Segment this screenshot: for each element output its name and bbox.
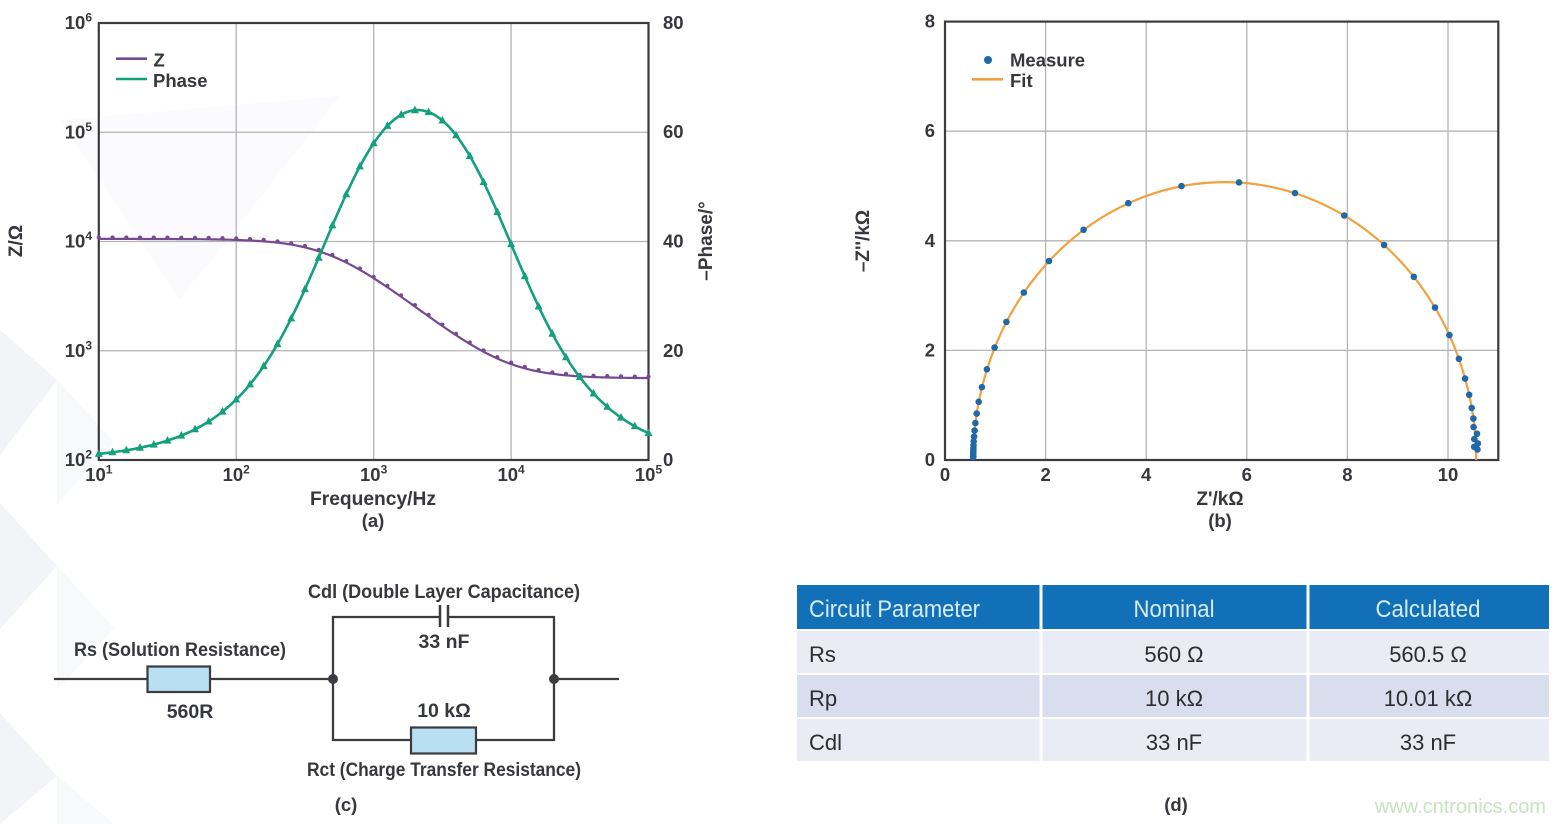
svg-text:560 Ω: 560 Ω (1144, 642, 1203, 667)
svg-text:Rp: Rp (809, 686, 837, 711)
svg-text:6: 6 (1242, 464, 1252, 485)
svg-text:Cdl: Cdl (809, 730, 842, 755)
svg-text:Calculated: Calculated (1376, 596, 1481, 623)
svg-text:10.01 kΩ: 10.01 kΩ (1384, 686, 1473, 711)
svg-text:0: 0 (940, 464, 950, 485)
svg-text:0: 0 (925, 449, 935, 470)
svg-text:2: 2 (1040, 464, 1050, 485)
svg-text:Nominal: Nominal (1134, 596, 1215, 623)
svg-text:(c): (c) (335, 794, 358, 815)
svg-text:4: 4 (1141, 464, 1152, 485)
svg-text:33 nF: 33 nF (419, 631, 470, 653)
svg-text:Frequency/Hz: Frequency/Hz (310, 489, 436, 510)
svg-text:20: 20 (663, 340, 684, 361)
svg-text:6: 6 (925, 120, 935, 141)
svg-text:0: 0 (663, 449, 673, 470)
svg-text:8: 8 (925, 11, 935, 32)
svg-text:8: 8 (1342, 464, 1352, 485)
svg-text:60: 60 (663, 121, 684, 142)
svg-text:Measure: Measure (1010, 50, 1085, 71)
svg-text:–Z''/kΩ: –Z''/kΩ (853, 210, 874, 272)
svg-text:Fit: Fit (1010, 70, 1033, 91)
svg-text:33 nF: 33 nF (1400, 730, 1456, 755)
svg-text:Z'/kΩ: Z'/kΩ (1196, 489, 1243, 510)
svg-text:Rs (Solution Resistance): Rs (Solution Resistance) (74, 640, 286, 661)
svg-text:Z/Ω: Z/Ω (6, 225, 27, 257)
svg-text:Phase: Phase (153, 70, 208, 91)
svg-text:10 kΩ: 10 kΩ (417, 700, 471, 722)
svg-text:2: 2 (925, 339, 935, 360)
svg-text:–Phase/°: –Phase/° (696, 201, 717, 280)
svg-text:560.5 Ω: 560.5 Ω (1389, 642, 1467, 667)
svg-text:(a): (a) (362, 510, 385, 531)
svg-text:(b): (b) (1208, 510, 1232, 531)
svg-text:10 kΩ: 10 kΩ (1145, 686, 1203, 711)
svg-text:80: 80 (663, 12, 684, 33)
svg-text:www.cntronics.com: www.cntronics.com (1374, 796, 1546, 818)
svg-text:Circuit Parameter: Circuit Parameter (809, 596, 980, 623)
svg-text:4: 4 (925, 230, 936, 251)
svg-text:Z: Z (154, 50, 165, 71)
svg-text:Cdl (Double Layer Capacitance): Cdl (Double Layer Capacitance) (308, 582, 580, 603)
svg-text:Rs: Rs (809, 642, 836, 667)
svg-text:560R: 560R (167, 701, 214, 723)
svg-text:33 nF: 33 nF (1146, 730, 1202, 755)
svg-text:(d): (d) (1164, 794, 1188, 815)
svg-text:10: 10 (1438, 464, 1459, 485)
svg-text:40: 40 (663, 231, 684, 252)
svg-text:Rct (Charge Transfer Resistanc: Rct (Charge Transfer Resistance) (307, 760, 581, 781)
